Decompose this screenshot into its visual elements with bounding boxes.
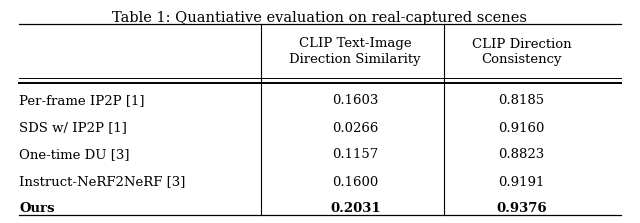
Text: Ours: Ours [19, 202, 54, 215]
Text: Table 1: Quantiative evaluation on real-captured scenes: Table 1: Quantiative evaluation on real-… [113, 11, 527, 25]
Text: 0.9160: 0.9160 [499, 122, 545, 134]
Text: 0.1600: 0.1600 [332, 176, 378, 188]
Text: 0.1603: 0.1603 [332, 95, 378, 107]
Text: 0.8185: 0.8185 [499, 95, 545, 107]
Text: CLIP Text-Image
Direction Similarity: CLIP Text-Image Direction Similarity [289, 37, 421, 66]
Text: One-time DU [3]: One-time DU [3] [19, 149, 130, 161]
Text: SDS w/ IP2P [1]: SDS w/ IP2P [1] [19, 122, 127, 134]
Text: 0.2031: 0.2031 [330, 202, 381, 215]
Text: 0.9376: 0.9376 [496, 202, 547, 215]
Text: Per-frame IP2P [1]: Per-frame IP2P [1] [19, 95, 145, 107]
Text: 0.0266: 0.0266 [332, 122, 378, 134]
Text: CLIP Direction
Consistency: CLIP Direction Consistency [472, 37, 572, 66]
Text: Instruct-NeRF2NeRF [3]: Instruct-NeRF2NeRF [3] [19, 176, 186, 188]
Text: 0.1157: 0.1157 [332, 149, 378, 161]
Text: 0.9191: 0.9191 [499, 176, 545, 188]
Text: 0.8823: 0.8823 [499, 149, 545, 161]
